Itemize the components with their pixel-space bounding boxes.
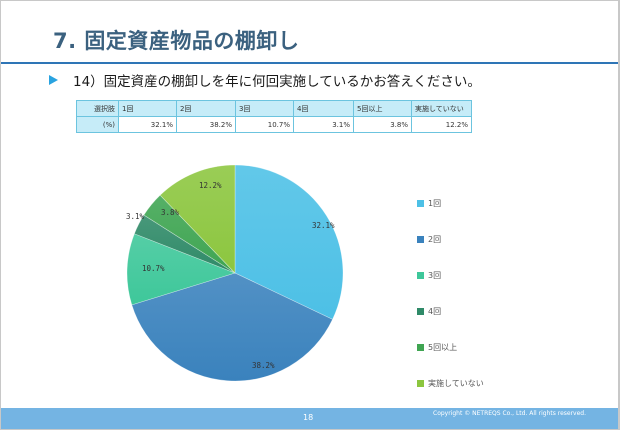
results-table: 選択肢 1回 2回 3回 4回 5回以上 実施していない (%) 32.1% 3…: [76, 100, 472, 133]
pie-labels: 32.1% 38.2% 10.7% 3.1% 3.8% 12.2%: [126, 181, 335, 370]
copyright-text: Copyright © NETREQS Co., Ltd. All rights…: [433, 410, 587, 417]
legend-item: 4回: [417, 293, 484, 329]
legend-swatch-icon: [417, 271, 424, 279]
bullet-arrow-icon: [49, 75, 58, 85]
legend-swatch-icon: [417, 307, 424, 315]
pie-slice: [131, 272, 333, 382]
slide-title: 7. 固定資産物品の棚卸し: [53, 29, 300, 53]
pie-slice-label: 3.8%: [161, 208, 180, 217]
page-number: 18: [303, 413, 314, 422]
legend-swatch-icon: [417, 343, 424, 351]
legend-label: 1回: [428, 198, 442, 208]
title-divider: [1, 62, 618, 64]
legend-item: 3回: [417, 257, 484, 293]
table-cell: 10.7%: [235, 116, 294, 133]
table-cell: 3.8%: [353, 116, 412, 133]
table-cell: 3.1%: [293, 116, 354, 133]
legend-swatch-icon: [417, 379, 424, 387]
pie-slice: [126, 233, 236, 306]
pie-slice: [159, 164, 236, 274]
table-header-label: 選択肢: [76, 100, 119, 117]
footer-bar: 18 Copyright © NETREQS Co., Ltd. All rig…: [1, 408, 618, 429]
table-col-header: 5回以上: [353, 100, 412, 117]
table-col-header: 4回: [293, 100, 354, 117]
legend-item: 2回: [417, 221, 484, 257]
table-cell: 32.1%: [118, 116, 177, 133]
pie-slices: [126, 164, 344, 382]
table-row: (%) 32.1% 38.2% 10.7% 3.1% 3.8% 12.2%: [76, 116, 472, 133]
legend-label: 4回: [428, 306, 442, 316]
legend-item: 5回以上: [417, 329, 484, 365]
pie-slice-label: 32.1%: [312, 221, 335, 230]
chart-legend: 1回 2回 3回 4回 5回以上 実施していない: [417, 185, 484, 401]
question-text: 14）固定資産の棚卸しを年に何回実施しているかお答えください。: [73, 74, 481, 90]
pie-slice-label: 12.2%: [199, 181, 222, 190]
legend-label: 2回: [428, 234, 442, 244]
legend-swatch-icon: [417, 199, 424, 207]
legend-label: 5回以上: [428, 342, 458, 352]
table-row-label: (%): [76, 116, 119, 133]
question: 14）固定資産の棚卸しを年に何回実施しているかお答えください。: [49, 70, 481, 90]
pie-slice-label: 10.7%: [142, 264, 165, 273]
legend-label: 実施していない: [428, 378, 484, 388]
legend-item: 実施していない: [417, 365, 484, 401]
legend-swatch-icon: [417, 235, 424, 243]
pie-slice-label: 38.2%: [252, 361, 275, 370]
table-cell: 38.2%: [176, 116, 236, 133]
legend-item: 1回: [417, 185, 484, 221]
pie-slice-label: 3.1%: [126, 212, 145, 221]
legend-label: 3回: [428, 270, 442, 280]
pie-slice: [234, 164, 344, 320]
table-cell: 12.2%: [411, 116, 472, 133]
